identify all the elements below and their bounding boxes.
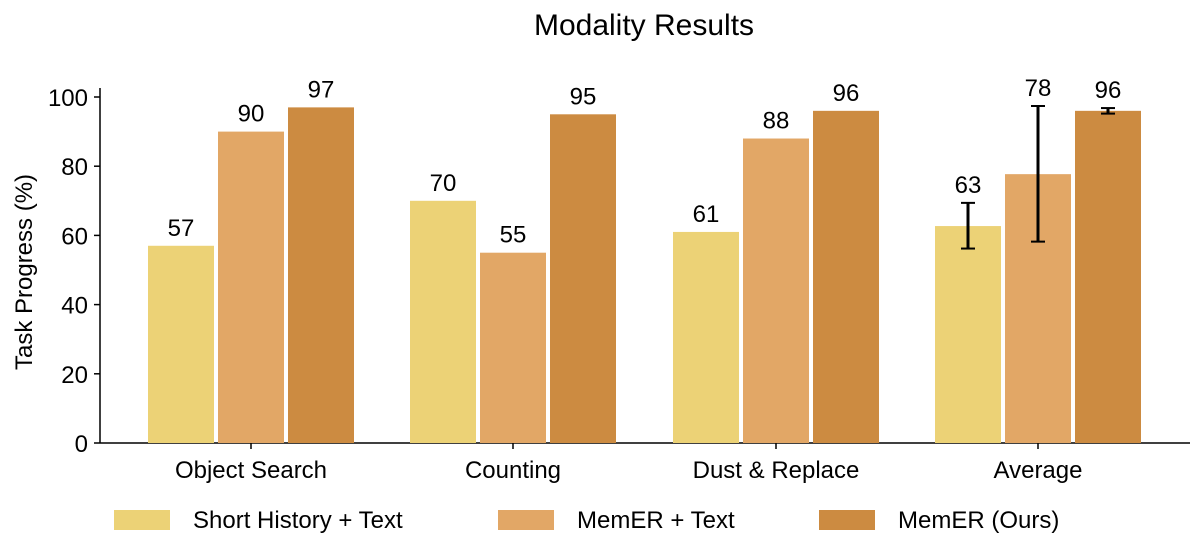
x-tick-label: Average [994,457,1083,484]
bar [743,138,809,443]
bar [813,110,879,443]
bar [148,245,214,443]
y-axis-label: Task Progress (%) [11,174,38,370]
bar [935,226,1001,443]
bar [1075,110,1141,443]
legend: Short History + Text MemER + Text MemER (O… [114,507,1059,534]
data-label: 57 [168,215,195,242]
legend-label: MemER + Text [577,507,735,534]
y-tick-label: 80 [61,154,88,181]
x-tick-label: Counting [465,457,561,484]
data-label: 96 [833,80,860,107]
bar [673,231,739,443]
legend-label: MemER (Ours) [898,507,1059,534]
x-tick-label: Dust & Replace [693,457,860,484]
bar [550,114,616,444]
data-label: 63 [955,172,982,199]
legend-swatch [114,510,170,530]
y-tick-label: 20 [61,362,88,389]
y-tick-label: 0 [75,431,88,458]
data-label: 97 [308,76,335,103]
data-label: 88 [763,108,790,135]
bars-group: 57 90 97 70 55 95 61 88 96 63 78 96 [148,75,1141,444]
data-label: 78 [1025,75,1052,102]
y-tick-label: 100 [48,85,88,112]
y-tick-label: 60 [61,223,88,250]
bar [218,131,284,443]
axes: 0 20 40 60 80 100 Object Search Counting Dust & … [48,85,1190,484]
x-tick-label: Object Search [175,457,327,484]
bar [480,252,546,443]
data-label: 90 [238,101,265,128]
data-label: 61 [693,201,720,228]
legend-swatch [498,510,554,530]
legend-label: Short History + Text [193,507,403,534]
data-label: 96 [1095,77,1122,104]
bar [288,107,354,443]
y-tick-label: 40 [61,293,88,320]
data-label: 55 [500,222,527,249]
data-label: 70 [430,170,457,197]
data-label: 95 [570,83,597,110]
chart-title: Modality Results [534,9,754,42]
bar [410,200,476,443]
legend-swatch [819,510,875,530]
